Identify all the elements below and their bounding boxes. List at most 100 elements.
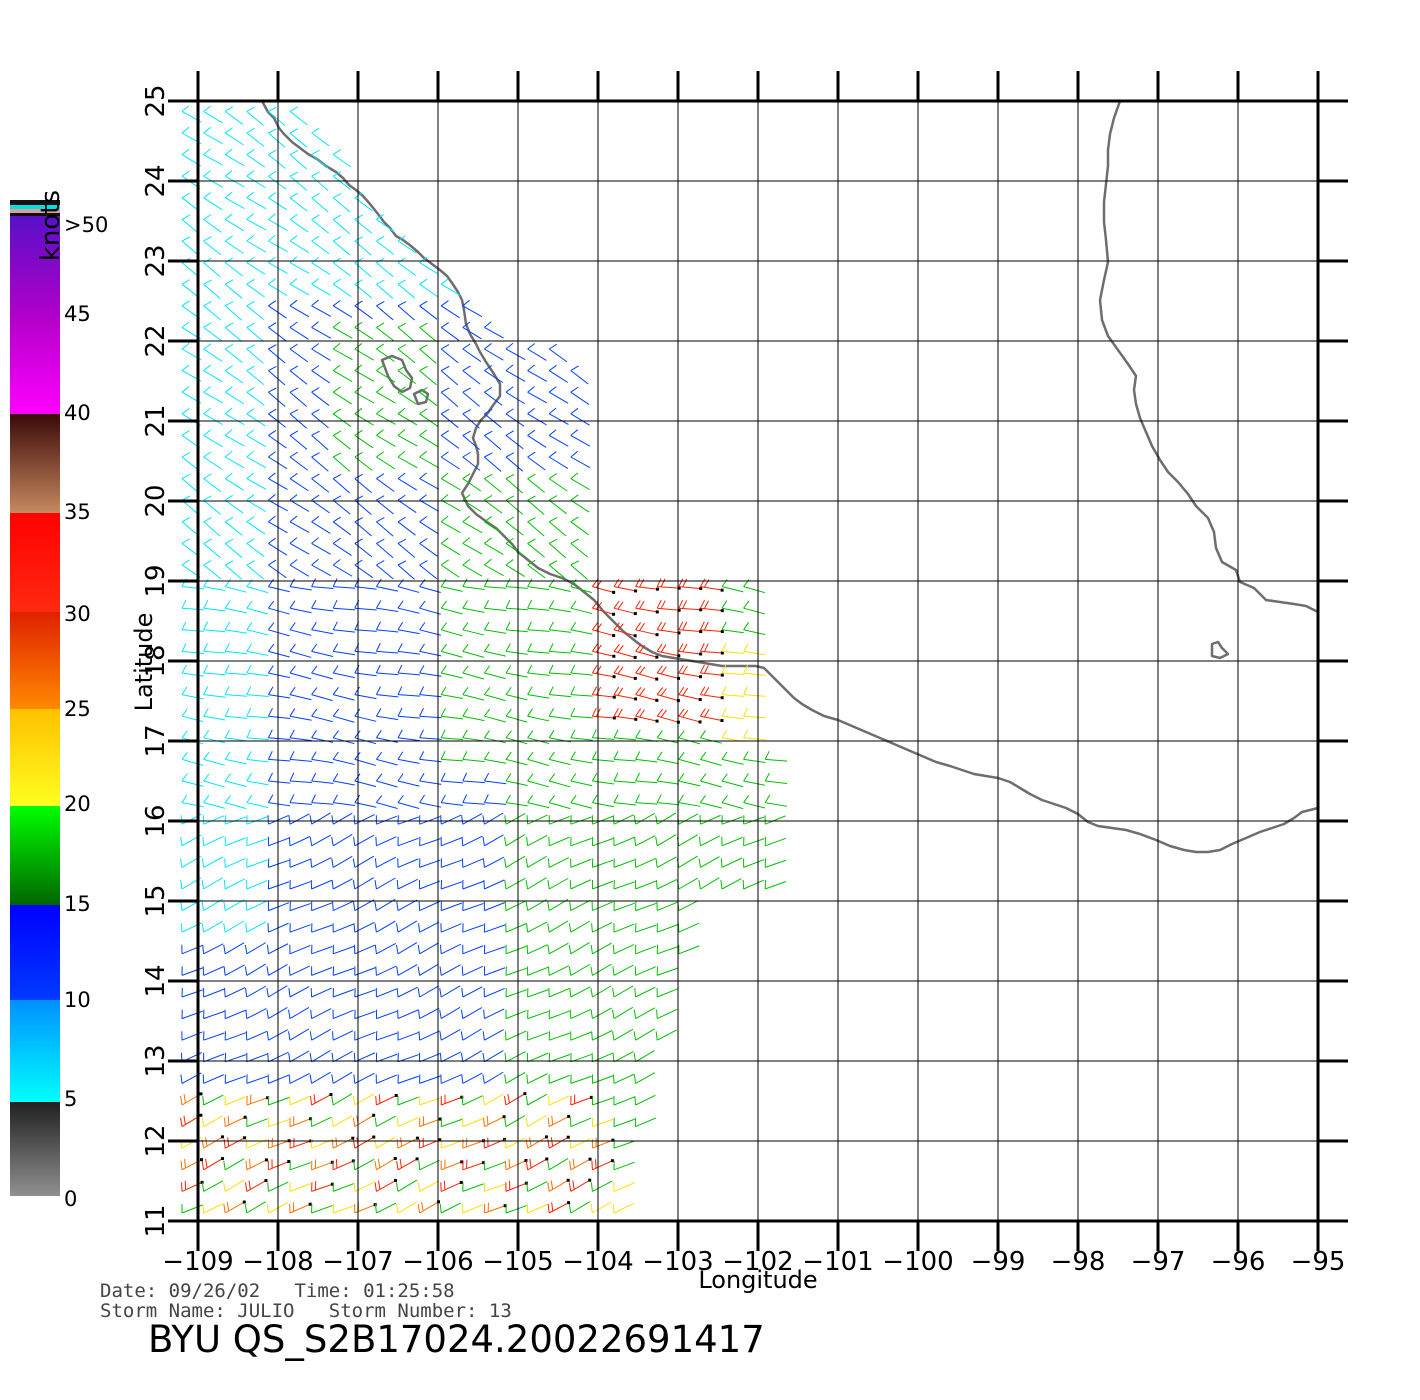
wind-barb <box>462 409 480 429</box>
wind-barb <box>483 987 505 998</box>
wind-barb <box>655 812 677 825</box>
wind-barb <box>635 665 659 681</box>
wind-barb <box>548 708 572 720</box>
wind-barb <box>483 901 506 912</box>
wind-barb <box>223 1136 247 1149</box>
wind-barb <box>203 451 223 470</box>
wind-barb <box>678 730 701 745</box>
wind-barb <box>699 814 721 825</box>
wind-barb <box>201 1115 224 1128</box>
wind-barb <box>203 364 223 383</box>
wind-barb <box>246 751 269 763</box>
wind-barb <box>311 365 331 384</box>
wind-barb <box>590 1201 612 1214</box>
wind-barb <box>440 322 460 341</box>
wind-barb <box>612 1028 634 1041</box>
wind-barb <box>268 300 287 319</box>
wind-barb <box>462 686 485 701</box>
wind-barb <box>440 278 461 296</box>
wind-barb <box>613 665 637 680</box>
wind-barb <box>203 300 221 321</box>
wind-barb <box>397 494 417 514</box>
wind-barb <box>202 1074 224 1084</box>
wind-barb <box>505 708 528 723</box>
wind-barb <box>311 149 329 169</box>
wind-barb <box>267 686 291 699</box>
wind-barb <box>332 708 355 723</box>
wind-barb <box>311 537 331 555</box>
wind-barb <box>483 923 506 933</box>
wind-barb <box>570 707 593 719</box>
wind-barb <box>397 450 418 469</box>
legend-segment <box>10 709 60 807</box>
wind-barb <box>525 1114 547 1128</box>
wind-barb <box>462 879 484 890</box>
wind-barb <box>504 1071 526 1084</box>
wind-barb <box>311 1181 334 1192</box>
wind-barb <box>203 600 226 612</box>
wind-barb <box>375 1031 398 1041</box>
wind-barb <box>419 300 438 320</box>
wind-barb <box>397 795 420 809</box>
wind-barb <box>332 171 351 191</box>
wind-barb <box>482 1050 504 1063</box>
wind-barb <box>311 665 333 680</box>
wind-barb <box>245 1030 268 1041</box>
wind-barb <box>396 986 418 998</box>
wind-barb <box>246 1094 270 1106</box>
wind-barb <box>527 664 550 676</box>
wind-barb <box>504 900 526 912</box>
wind-barb <box>634 986 656 998</box>
baja-california-coast <box>260 100 1319 854</box>
wind-barb <box>203 407 224 425</box>
wind-barb <box>203 322 222 341</box>
longitude-tick-label: −102 <box>722 1247 793 1277</box>
legend-segment <box>10 612 60 710</box>
wind-barb <box>440 537 461 556</box>
wind-barb <box>181 686 204 700</box>
wind-barb <box>505 342 526 361</box>
wind-barb <box>246 344 264 364</box>
legend-label: 40 <box>64 401 91 425</box>
wind-barb <box>224 686 248 697</box>
wind-barb <box>440 1159 464 1171</box>
wind-barb <box>397 516 416 536</box>
legend-label: 30 <box>64 602 91 626</box>
wind-barb <box>677 813 699 825</box>
legend-label: 35 <box>64 500 91 524</box>
wind-barb <box>526 921 548 933</box>
wind-barb <box>764 879 787 890</box>
wind-barb <box>311 127 330 147</box>
wind-barb <box>311 643 334 658</box>
wind-barb <box>223 899 245 912</box>
wind-barb <box>311 256 331 276</box>
wind-barb <box>505 559 525 577</box>
wind-barb <box>246 256 266 275</box>
wind-barb <box>548 429 569 447</box>
wind-barb <box>721 773 744 788</box>
longitude-tick-label: −107 <box>322 1247 393 1277</box>
wind-barb <box>504 1115 526 1128</box>
wind-barb <box>267 858 290 868</box>
wind-barb <box>311 944 333 955</box>
wind-barb <box>676 855 698 868</box>
wind-barb <box>612 964 634 976</box>
wind-barb <box>462 858 484 868</box>
wind-barb <box>440 344 459 364</box>
wind-barb <box>332 495 351 515</box>
latitude-tick-label: 22 <box>141 324 171 357</box>
wind-barb <box>568 1201 590 1214</box>
wind-barb <box>678 686 702 701</box>
wind-barb <box>483 1160 506 1171</box>
wind-barb <box>203 343 223 362</box>
wind-barb <box>375 600 399 612</box>
wind-barb <box>592 600 616 616</box>
wind-barb <box>591 1030 613 1041</box>
wind-barb <box>570 751 593 764</box>
wind-barb <box>591 815 614 825</box>
wind-barb <box>613 1095 635 1106</box>
wind-barb <box>678 621 703 634</box>
wind-barb <box>332 900 354 912</box>
wind-barb <box>354 214 373 234</box>
longitude-tick-label: −97 <box>1131 1247 1186 1277</box>
